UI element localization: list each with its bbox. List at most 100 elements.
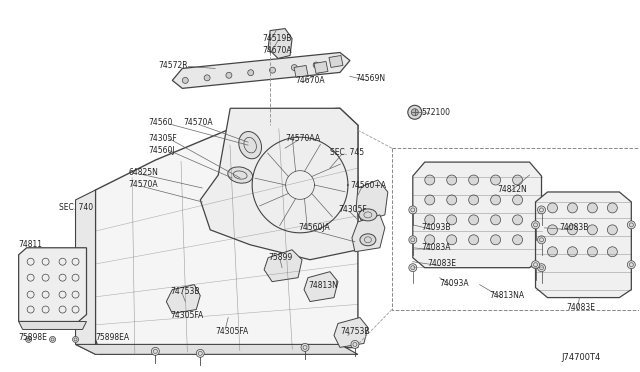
Ellipse shape [228,167,253,183]
Text: 64825N: 64825N [129,167,158,177]
Text: 74560+A: 74560+A [350,180,386,189]
Circle shape [513,235,522,245]
Circle shape [301,343,309,352]
Circle shape [468,175,479,185]
Polygon shape [95,108,358,355]
Circle shape [588,203,597,213]
Circle shape [409,264,417,272]
Text: 74753B: 74753B [340,327,369,336]
Text: 74083E: 74083E [428,259,457,268]
Text: 74093A: 74093A [440,279,469,288]
Text: 74569N: 74569N [355,74,385,83]
Polygon shape [200,108,358,260]
Circle shape [627,261,636,269]
Circle shape [72,336,79,342]
Ellipse shape [239,132,262,159]
Circle shape [588,247,597,257]
Polygon shape [294,65,308,77]
Text: 75898EA: 75898EA [95,333,130,342]
Circle shape [513,175,522,185]
Text: 74083A: 74083A [422,243,451,252]
Polygon shape [356,180,388,222]
Circle shape [513,195,522,205]
Circle shape [491,235,500,245]
Text: SEC. 740: SEC. 740 [59,203,93,212]
Text: 74560J: 74560J [148,145,175,155]
Circle shape [26,336,31,342]
Circle shape [49,336,56,342]
Text: 74305F: 74305F [338,205,367,214]
Polygon shape [536,192,631,298]
Text: 75899: 75899 [268,253,292,262]
Circle shape [291,65,298,71]
Text: 74560JA: 74560JA [298,223,330,232]
Circle shape [468,235,479,245]
Text: 74813NA: 74813NA [490,291,525,300]
Circle shape [607,247,618,257]
Text: 74083E: 74083E [566,303,595,312]
Circle shape [425,175,435,185]
Circle shape [538,264,545,272]
Circle shape [182,77,188,83]
Circle shape [335,60,341,65]
Text: J74700T4: J74700T4 [561,353,601,362]
Text: 572100: 572100 [422,108,451,117]
Text: 74305F: 74305F [148,134,177,143]
Circle shape [491,195,500,205]
Text: 74560: 74560 [148,118,173,127]
Circle shape [204,75,210,81]
Polygon shape [334,318,368,347]
Text: 74093B: 74093B [422,223,451,232]
Circle shape [447,195,457,205]
Circle shape [532,261,540,269]
Circle shape [447,175,457,185]
Text: SEC. 745: SEC. 745 [330,148,364,157]
Circle shape [607,225,618,235]
Text: 74305FA: 74305FA [170,311,204,320]
Circle shape [468,195,479,205]
Circle shape [532,221,540,229]
Text: 74570A: 74570A [183,118,213,127]
Text: 74572R: 74572R [158,61,188,70]
Polygon shape [304,272,338,302]
Text: 74570AA: 74570AA [285,134,320,143]
Text: 74813N: 74813N [308,281,338,290]
Circle shape [425,235,435,245]
Circle shape [491,215,500,225]
Polygon shape [166,285,200,314]
Text: 74753B: 74753B [170,287,200,296]
Polygon shape [413,162,541,268]
Polygon shape [314,61,328,73]
Circle shape [468,215,479,225]
Text: 74570A: 74570A [129,180,158,189]
Polygon shape [76,190,95,355]
Circle shape [447,235,457,245]
Circle shape [152,347,159,355]
Circle shape [226,72,232,78]
Circle shape [409,206,417,214]
Circle shape [607,203,618,213]
Text: 74670A: 74670A [295,76,324,85]
Circle shape [425,195,435,205]
Text: 74812N: 74812N [498,186,527,195]
Circle shape [547,247,557,257]
Polygon shape [172,52,350,89]
Bar [392,148,640,310]
Polygon shape [19,321,86,330]
Circle shape [425,215,435,225]
Circle shape [627,221,636,229]
Polygon shape [19,248,86,321]
Circle shape [513,215,522,225]
Circle shape [568,225,577,235]
Polygon shape [76,344,358,355]
Circle shape [491,175,500,185]
Polygon shape [268,29,292,58]
Polygon shape [264,250,302,282]
Ellipse shape [359,209,377,221]
Circle shape [538,236,545,244]
Circle shape [196,349,204,357]
Circle shape [269,67,276,73]
Text: 74083B: 74083B [559,223,589,232]
Text: 74519B: 74519B [262,34,291,43]
Circle shape [313,62,319,68]
